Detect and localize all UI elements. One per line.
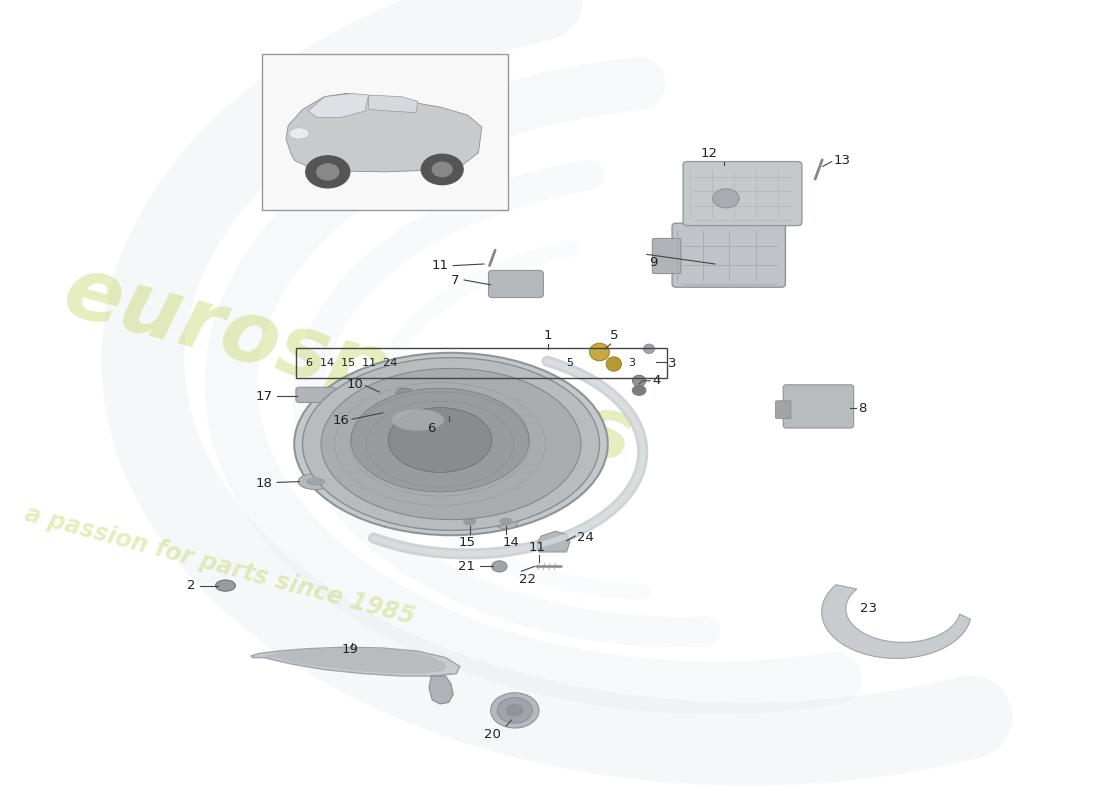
Text: 12: 12 <box>701 147 718 160</box>
FancyBboxPatch shape <box>683 162 802 226</box>
Text: 6: 6 <box>427 422 436 435</box>
Ellipse shape <box>499 518 513 526</box>
Polygon shape <box>286 94 482 172</box>
Circle shape <box>441 407 456 418</box>
FancyBboxPatch shape <box>488 270 543 298</box>
Ellipse shape <box>392 409 444 430</box>
Text: 17: 17 <box>256 390 273 402</box>
Circle shape <box>506 704 524 717</box>
Ellipse shape <box>644 344 654 354</box>
Ellipse shape <box>289 128 309 139</box>
Polygon shape <box>368 95 418 113</box>
Text: 2: 2 <box>187 579 196 592</box>
Circle shape <box>491 693 539 728</box>
Polygon shape <box>537 531 570 552</box>
Ellipse shape <box>295 353 607 535</box>
Ellipse shape <box>216 580 235 591</box>
Ellipse shape <box>374 384 407 403</box>
FancyBboxPatch shape <box>262 54 508 210</box>
Text: 10: 10 <box>346 378 363 390</box>
Text: 3: 3 <box>629 358 636 368</box>
FancyBboxPatch shape <box>776 401 791 418</box>
Ellipse shape <box>439 404 459 422</box>
Text: a passion for parts since 1985: a passion for parts since 1985 <box>22 502 417 629</box>
Text: 19: 19 <box>341 643 359 656</box>
Text: 16: 16 <box>333 414 350 426</box>
FancyBboxPatch shape <box>652 238 681 274</box>
Text: 18: 18 <box>256 477 273 490</box>
Text: 11: 11 <box>432 259 449 272</box>
Ellipse shape <box>398 409 411 417</box>
Polygon shape <box>264 648 446 674</box>
Ellipse shape <box>298 474 333 490</box>
Ellipse shape <box>388 408 492 472</box>
Text: 15: 15 <box>459 536 476 549</box>
FancyBboxPatch shape <box>296 387 336 402</box>
Polygon shape <box>251 647 460 676</box>
Text: 23: 23 <box>860 602 877 614</box>
Text: 20: 20 <box>484 728 502 741</box>
Circle shape <box>421 154 463 185</box>
Text: 8: 8 <box>858 402 867 414</box>
Circle shape <box>713 189 739 208</box>
Ellipse shape <box>379 404 408 422</box>
FancyBboxPatch shape <box>672 223 785 287</box>
Text: 1: 1 <box>543 330 552 342</box>
Text: 14: 14 <box>503 536 520 549</box>
Text: 5: 5 <box>566 358 573 368</box>
Text: 5: 5 <box>609 330 618 342</box>
Text: 11: 11 <box>528 541 546 554</box>
Text: 9: 9 <box>649 256 658 269</box>
Text: 21: 21 <box>459 560 475 573</box>
Ellipse shape <box>494 514 518 529</box>
Circle shape <box>492 561 507 572</box>
Polygon shape <box>822 585 970 658</box>
Ellipse shape <box>351 388 529 492</box>
Circle shape <box>497 698 532 723</box>
Circle shape <box>432 162 452 177</box>
FancyBboxPatch shape <box>783 385 854 428</box>
Ellipse shape <box>458 514 482 529</box>
Ellipse shape <box>632 375 646 386</box>
Circle shape <box>317 164 339 180</box>
Text: 4: 4 <box>652 374 661 387</box>
Circle shape <box>306 156 350 188</box>
Text: 3: 3 <box>668 357 676 370</box>
Ellipse shape <box>306 478 326 486</box>
Ellipse shape <box>302 358 600 530</box>
Ellipse shape <box>606 357 621 371</box>
Text: 22: 22 <box>519 573 536 586</box>
Ellipse shape <box>396 388 414 399</box>
Text: eurosportes: eurosportes <box>55 250 643 482</box>
Ellipse shape <box>590 343 609 361</box>
Polygon shape <box>308 94 369 118</box>
Ellipse shape <box>463 518 476 526</box>
Ellipse shape <box>321 368 581 520</box>
Polygon shape <box>429 676 453 704</box>
Circle shape <box>632 386 646 395</box>
Text: 24: 24 <box>578 531 594 544</box>
Text: 7: 7 <box>451 274 460 286</box>
Text: 13: 13 <box>834 154 850 166</box>
Text: 6  14  15  11  24: 6 14 15 11 24 <box>306 358 397 368</box>
